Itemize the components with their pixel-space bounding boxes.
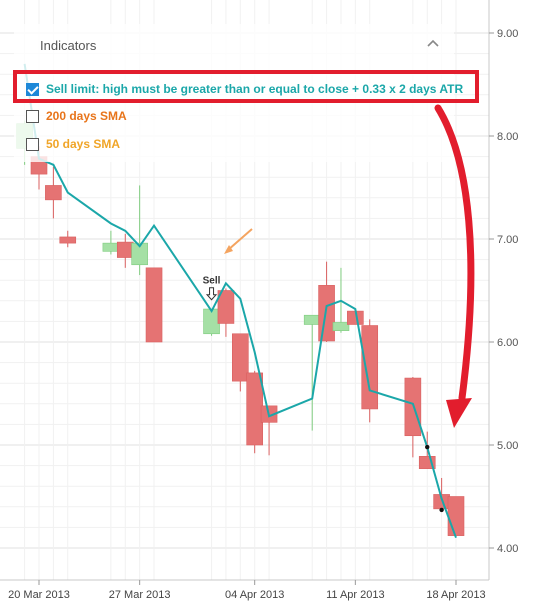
y-tick-label: 5.00: [497, 440, 518, 452]
indicator-sell-limit-row[interactable]: Sell limit: high must be greater than or…: [26, 80, 463, 98]
candle: [318, 261, 335, 342]
signal-dot: [439, 507, 444, 513]
indicator-sma200-row[interactable]: 200 days SMA: [26, 107, 127, 125]
candle-body-bearish: [59, 236, 77, 244]
indicator-label: 200 days SMA: [46, 109, 127, 123]
panel-title: Indicators: [40, 38, 97, 53]
indicator-label: Sell limit: high must be greater than or…: [46, 82, 464, 96]
candle: [102, 230, 120, 255]
candle: [59, 230, 77, 248]
x-axis-ticks: 20 Mar 2013 27 Mar 2013 04 Apr 2013 11 Apr …: [8, 580, 486, 601]
candle: [116, 233, 134, 268]
candle: [246, 370, 263, 454]
checkbox-sma200[interactable]: [26, 109, 39, 123]
x-tick-label: 18 Apr 2013: [426, 589, 485, 601]
y-tick-label: 6.00: [497, 337, 518, 349]
signal-dot: [425, 444, 430, 450]
candle-body-bearish: [404, 377, 422, 437]
candle: [433, 477, 450, 512]
y-tick-label: 4.00: [497, 543, 518, 555]
checkbox-sell-limit[interactable]: [26, 82, 39, 96]
x-tick-label: 11 Apr 2013: [326, 589, 385, 601]
candle-body-bearish: [318, 285, 335, 342]
candles: [16, 120, 465, 536]
indicator-sma50-row[interactable]: 50 days SMA: [26, 135, 120, 153]
candle: [217, 288, 235, 337]
candle-body-bearish: [232, 333, 249, 382]
candle: [203, 308, 220, 336]
sell-down-arrow-icon: [205, 287, 218, 301]
x-tick-label: 04 Apr 2013: [225, 589, 284, 601]
chevron-up-icon[interactable]: [424, 36, 442, 50]
candle: [404, 377, 422, 458]
candle-body-bearish: [116, 241, 134, 258]
y-tick-label: 9.00: [497, 28, 518, 40]
y-tick-label: 7.00: [497, 234, 518, 246]
y-tick-label: 8.00: [497, 131, 518, 143]
sell-annotation-label: Sell: [203, 276, 221, 287]
candle: [232, 333, 249, 392]
candle: [145, 267, 163, 343]
candle: [361, 319, 379, 423]
candle-body-bearish: [217, 290, 235, 324]
checkbox-sma50[interactable]: [26, 137, 39, 151]
candle: [45, 166, 62, 219]
indicator-line: [23, 63, 457, 539]
candle-body-bullish: [332, 322, 350, 331]
candle: [447, 496, 465, 536]
indicator-label: 50 days SMA: [46, 137, 121, 151]
candle-body-bearish: [361, 325, 379, 410]
candle-body-bearish: [145, 267, 163, 343]
candle-body-bearish: [246, 372, 263, 446]
candle: [131, 185, 148, 276]
candle: [303, 314, 321, 431]
candle-body-bearish: [45, 185, 62, 201]
indicators-panel: Indicators Sell limit: high must be grea…: [14, 24, 463, 162]
candle-body-bullish: [102, 242, 120, 252]
y-axis-ticks: 9.00 8.00 7.00 6.00 5.00 4.00: [489, 28, 518, 555]
candle-body-bullish: [303, 314, 321, 325]
x-tick-label: 20 Mar 2013: [8, 589, 70, 601]
x-tick-label: 27 Mar 2013: [109, 589, 171, 601]
candle-body-bearish: [447, 496, 465, 536]
candle-body-bullish: [131, 242, 148, 266]
markers: Sell: [203, 276, 444, 513]
